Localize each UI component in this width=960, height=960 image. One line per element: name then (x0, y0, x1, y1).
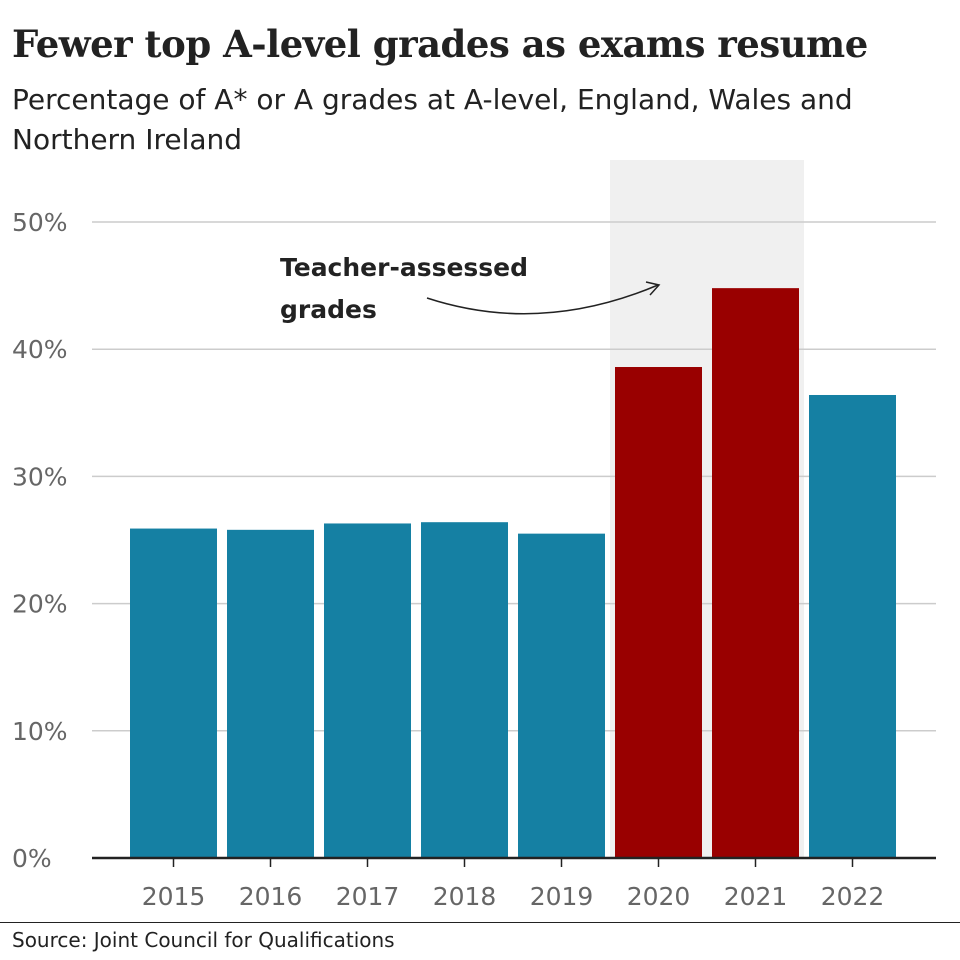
annotation-label: grades (280, 295, 377, 324)
x-tick-label: 2019 (530, 882, 594, 911)
y-tick-label: 50% (12, 208, 68, 237)
source-note: Source: Joint Council for Qualifications (12, 928, 395, 952)
x-tick-label: 2020 (627, 882, 691, 911)
y-tick-label: 30% (12, 462, 68, 491)
annotation-label: Teacher-assessed (280, 253, 528, 282)
y-tick-label: 20% (12, 590, 68, 619)
y-tick-label: 10% (12, 717, 68, 746)
x-tick-label: 2018 (433, 882, 497, 911)
x-tick-label: 2016 (239, 882, 303, 911)
bar-2020 (615, 367, 702, 858)
bar-2016 (227, 529, 314, 858)
chart-title: Fewer top A-level grades as exams resume (12, 22, 868, 66)
bar-2018 (421, 522, 508, 858)
source-divider (0, 922, 960, 923)
bar-2019 (518, 533, 605, 858)
bar-chart: 0% 10% 20% 30% 40% 50% 2015 2016 2017 2018 2019 202… (12, 160, 936, 911)
bar-2017 (324, 523, 411, 858)
x-tick-label: 2022 (821, 882, 885, 911)
x-tick-label: 2015 (142, 882, 206, 911)
x-tick-label: 2017 (336, 882, 400, 911)
bar-2021 (712, 288, 799, 858)
annotation-arrow (426, 284, 659, 315)
bar-2015 (130, 528, 217, 858)
y-tick-label: 40% (12, 335, 68, 364)
y-tick-label: 0% (12, 844, 52, 873)
annotation-arrowhead (645, 281, 661, 296)
chart-subtitle: Percentage of A* or A grades at A-level,… (12, 83, 853, 156)
x-tick-label: 2021 (724, 882, 788, 911)
bar-2022 (809, 394, 896, 858)
